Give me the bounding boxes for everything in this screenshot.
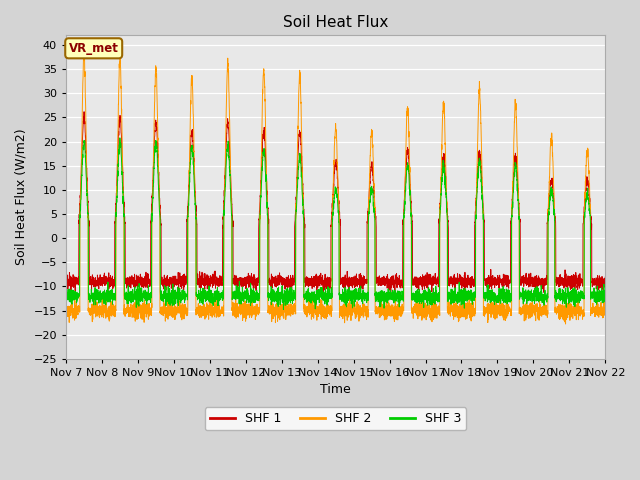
SHF 3 xyxy=(427,296,435,301)
SHF 2 xyxy=(159,307,167,313)
SHF 1 xyxy=(316,272,323,278)
SHF 1 xyxy=(159,283,167,289)
SHF 2 xyxy=(456,309,464,315)
SHF 3 xyxy=(159,291,167,297)
SHF 1 xyxy=(602,274,609,280)
SHF 2 xyxy=(62,302,70,308)
Y-axis label: Soil Heat Flux (W/m2): Soil Heat Flux (W/m2) xyxy=(15,129,28,265)
SHF 1 xyxy=(601,284,609,290)
SHF 3 xyxy=(116,135,124,141)
SHF 1 xyxy=(427,276,435,281)
SHF 2 xyxy=(487,314,495,320)
SHF 1 xyxy=(487,276,495,282)
SHF 2 xyxy=(427,312,435,317)
Text: VR_met: VR_met xyxy=(68,42,118,55)
SHF 2 xyxy=(80,48,88,54)
Line: SHF 2: SHF 2 xyxy=(66,51,605,324)
SHF 3 xyxy=(601,289,609,295)
SHF 3 xyxy=(602,293,609,299)
SHF 2 xyxy=(316,307,323,313)
SHF 1 xyxy=(169,291,177,297)
SHF 3 xyxy=(62,297,70,302)
SHF 3 xyxy=(457,294,465,300)
SHF 2 xyxy=(601,311,609,316)
Title: Soil Heat Flux: Soil Heat Flux xyxy=(283,15,388,30)
Legend: SHF 1, SHF 2, SHF 3: SHF 1, SHF 2, SHF 3 xyxy=(205,407,467,430)
SHF 1 xyxy=(80,109,88,115)
SHF 2 xyxy=(602,311,609,316)
SHF 3 xyxy=(487,293,495,299)
SHF 3 xyxy=(280,307,287,312)
SHF 3 xyxy=(316,287,323,293)
Line: SHF 3: SHF 3 xyxy=(66,138,605,310)
SHF 1 xyxy=(457,273,465,279)
Line: SHF 1: SHF 1 xyxy=(66,112,605,294)
SHF 1 xyxy=(62,287,70,293)
X-axis label: Time: Time xyxy=(320,384,351,396)
SHF 2 xyxy=(562,321,570,327)
